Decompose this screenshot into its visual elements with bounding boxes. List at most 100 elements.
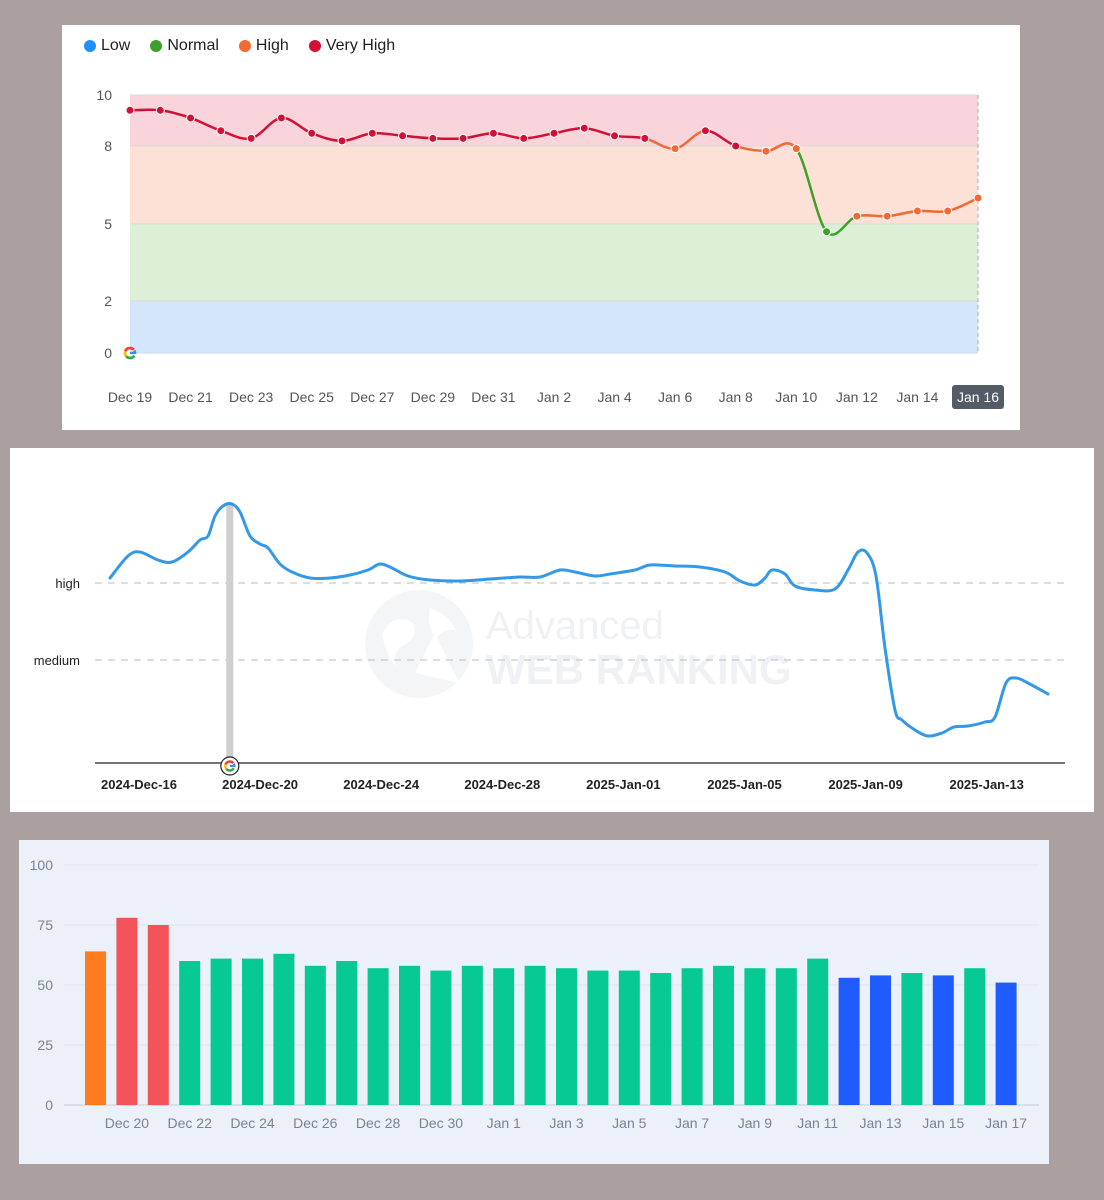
data-point xyxy=(700,126,710,136)
data-point xyxy=(791,144,801,154)
data-point xyxy=(640,133,650,143)
x-tick-label: 2025-Jan-09 xyxy=(828,777,902,792)
x-tick-label: Jan 1 xyxy=(487,1115,521,1131)
score-bar-chart: 100 75 50 25 0 Dec 20 Dec 22 Dec 24 Dec 26 Dec 28… xyxy=(30,857,1039,1131)
series-line-segment xyxy=(129,108,161,112)
y-tick-label: 100 xyxy=(30,857,54,873)
data-point xyxy=(519,133,529,143)
data-point xyxy=(488,128,498,138)
bar xyxy=(995,982,1017,1105)
data-point xyxy=(761,146,771,156)
legend-item-very-high[interactable]: Very High xyxy=(308,37,396,55)
legend-dot-low xyxy=(84,40,96,52)
bar xyxy=(932,975,954,1105)
bar xyxy=(367,968,389,1105)
x-tick-label: Jan 4 xyxy=(597,389,631,405)
data-point xyxy=(549,128,559,138)
google-icon xyxy=(224,760,236,772)
x-tick-label: Dec 27 xyxy=(350,389,395,405)
bar xyxy=(870,975,891,1105)
bar xyxy=(210,958,232,1105)
google-icon-arc xyxy=(224,760,235,766)
x-tick-label: Dec 24 xyxy=(230,1115,275,1131)
chart-panel-2: Advanced WEB RANKING high medium 2024-Dec-16… xyxy=(10,448,1094,812)
bar xyxy=(524,965,546,1105)
series-line-segment xyxy=(917,209,948,214)
bar xyxy=(399,965,420,1105)
y-tick-label: 8 xyxy=(104,138,112,154)
bar xyxy=(901,973,923,1105)
bar xyxy=(587,970,609,1105)
x-tick-label: Jan 10 xyxy=(775,389,817,405)
x-tick-label: Dec 30 xyxy=(419,1115,464,1131)
bar xyxy=(807,958,829,1105)
legend-item-normal[interactable]: Normal xyxy=(150,37,219,55)
data-point xyxy=(125,105,135,115)
legend-item-low[interactable]: Low xyxy=(84,37,130,55)
bar xyxy=(744,968,766,1105)
bar xyxy=(618,970,640,1105)
google-icon-arc xyxy=(124,346,135,352)
x-tick-label: Jan 2 xyxy=(537,389,571,405)
legend-dot-high xyxy=(238,40,251,52)
x-tick-label: Dec 20 xyxy=(105,1115,150,1131)
legend-label-high: High xyxy=(255,37,289,54)
bar xyxy=(147,925,169,1105)
legend-label-normal: Normal xyxy=(167,37,219,54)
legend-dot-normal xyxy=(150,40,163,52)
band-very-high xyxy=(130,95,978,146)
y-tick-label: 75 xyxy=(37,917,53,933)
series-line xyxy=(108,502,1050,738)
data-point xyxy=(155,105,165,115)
bar xyxy=(304,965,326,1105)
x-tick-label: Dec 28 xyxy=(356,1115,401,1131)
chart-panel-1: Low Normal High Very High 10 8 5 2 0 Dec 19 De… xyxy=(62,25,1020,430)
x-tick-label: 2025-Jan-05 xyxy=(707,777,781,792)
data-point xyxy=(912,206,922,216)
data-point xyxy=(216,126,226,136)
y-tick-label: 2 xyxy=(104,293,112,309)
google-icon-arc xyxy=(125,354,136,360)
legend: Low Normal High Very High xyxy=(84,37,395,55)
y-level-label: high xyxy=(55,576,80,591)
bar xyxy=(461,965,483,1105)
bar xyxy=(681,968,703,1105)
data-point xyxy=(458,133,468,143)
y-tick-label: 0 xyxy=(104,345,112,361)
data-point xyxy=(276,113,286,123)
y-tick-label: 0 xyxy=(45,1097,53,1113)
y-tick-label: 5 xyxy=(104,216,112,232)
x-tick-label: Jan 7 xyxy=(675,1115,709,1131)
x-tick-label: 2025-Jan-01 xyxy=(586,777,660,792)
x-tick-label: Dec 19 xyxy=(108,389,153,405)
y-tick-label: 50 xyxy=(37,977,53,993)
legend-item-high[interactable]: High xyxy=(238,37,289,55)
x-tick-label: 2025-Jan-13 xyxy=(949,777,1023,792)
x-tick-label: Dec 25 xyxy=(290,389,335,405)
x-tick-label: 2024-Dec-24 xyxy=(343,777,420,792)
legend-label-very-high: Very High xyxy=(325,37,396,54)
bar xyxy=(493,968,515,1105)
data-point xyxy=(367,128,377,138)
bar xyxy=(775,968,797,1105)
legend-dot-very-high xyxy=(308,40,321,52)
x-tick-label: 2024-Dec-28 xyxy=(464,777,540,792)
bar xyxy=(116,917,138,1105)
bar xyxy=(838,977,860,1105)
x-tick-label: Jan 8 xyxy=(719,389,753,405)
x-tick-label: Dec 23 xyxy=(229,389,274,405)
x-tick-label: Jan 17 xyxy=(985,1115,1027,1131)
google-icon xyxy=(123,346,137,360)
x-tick-label: Jan 14 xyxy=(896,389,938,405)
legend-label-low: Low xyxy=(101,37,131,54)
data-point xyxy=(428,133,438,143)
data-point xyxy=(731,141,741,151)
x-tick-label: Jan 12 xyxy=(836,389,878,405)
data-point xyxy=(943,206,953,216)
google-icon-arc xyxy=(225,767,235,772)
bar xyxy=(336,961,358,1105)
x-tick-label: 2024-Dec-20 xyxy=(222,777,298,792)
x-tick-label: Jan 3 xyxy=(549,1115,583,1131)
data-point xyxy=(398,131,408,141)
